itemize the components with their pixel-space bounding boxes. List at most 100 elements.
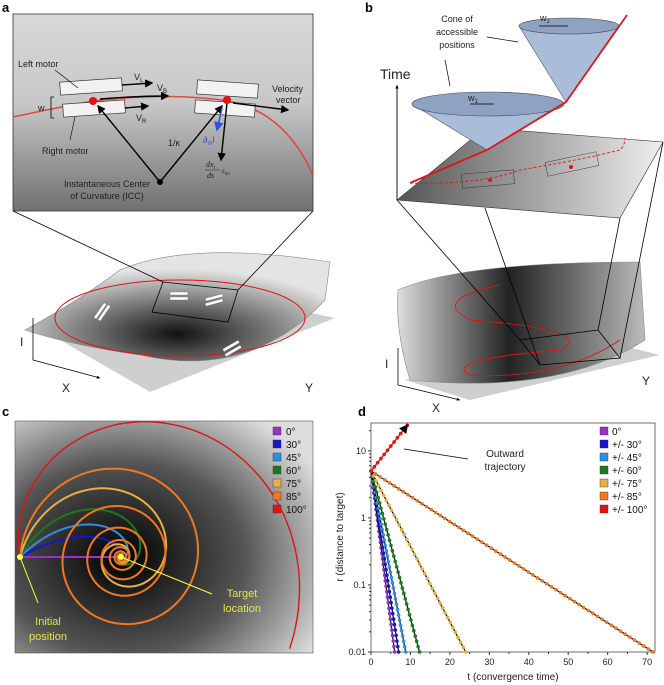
axis-y-label: Y	[305, 381, 313, 395]
data-point	[517, 564, 521, 568]
data-point	[591, 611, 595, 616]
gradient-arrow	[214, 107, 224, 132]
data-point	[443, 516, 447, 521]
data-point	[397, 523, 401, 527]
data-point	[641, 644, 646, 648]
data-point	[494, 549, 498, 553]
legend-label: 100°	[286, 505, 307, 516]
data-point	[382, 538, 387, 543]
width-label: w	[37, 103, 45, 113]
data-point	[400, 634, 405, 638]
initial-label-1: Initial	[35, 616, 61, 628]
data-point	[390, 633, 395, 638]
data-point	[380, 527, 385, 532]
data-point	[416, 644, 420, 649]
outward-arrow	[370, 424, 409, 472]
cone-2-top	[518, 17, 620, 35]
data-point	[394, 602, 399, 606]
data-point	[438, 513, 443, 518]
data-point	[385, 573, 389, 578]
v-r-label: VR	[136, 113, 147, 125]
data-point	[388, 570, 393, 574]
data-point	[461, 645, 465, 649]
data-point	[484, 543, 489, 547]
axis-x-label: X	[62, 381, 70, 395]
data-point	[388, 595, 393, 599]
data-point	[507, 558, 512, 562]
right-motor-pointer	[69, 116, 76, 141]
energy-surface-b	[397, 261, 646, 384]
data-point	[374, 478, 378, 483]
panel-c-label: c	[2, 404, 9, 419]
data-point	[618, 629, 623, 634]
data-point	[384, 589, 389, 594]
data-point	[373, 485, 378, 489]
data-point	[389, 575, 394, 580]
panel-c: c Initial position Target location 0° 30°…	[2, 404, 314, 654]
data-point	[380, 540, 384, 545]
data-point	[393, 596, 398, 601]
data-point	[392, 591, 397, 596]
data-point	[405, 537, 409, 542]
y-tick-label: 10	[356, 446, 366, 456]
derivative-label: dxl ds εlm	[205, 160, 230, 180]
data-point	[535, 576, 540, 580]
data-point	[415, 498, 420, 503]
data-point	[458, 640, 463, 645]
data-point	[417, 650, 422, 654]
x-tick-label: 40	[524, 657, 534, 667]
data-point	[387, 611, 392, 616]
data-point	[457, 525, 461, 530]
cone-label-1: Cone of	[441, 14, 473, 24]
annotation-line-1: Outward	[486, 449, 524, 460]
data-point	[447, 519, 452, 524]
panel-a-label: a	[2, 0, 10, 15]
data-point	[376, 483, 381, 488]
data-point	[394, 633, 398, 638]
x-tick-label: 70	[642, 657, 652, 667]
data-point	[377, 501, 382, 505]
data-point	[376, 506, 380, 511]
right-robot	[194, 79, 259, 118]
data-point	[381, 551, 386, 556]
data-point	[549, 584, 554, 589]
legend-swatch	[272, 439, 282, 449]
data-point	[452, 522, 457, 527]
data-point	[422, 571, 427, 576]
data-point	[390, 549, 395, 553]
data-point	[390, 606, 394, 610]
data-point	[399, 580, 403, 585]
data-point	[383, 562, 388, 567]
x-tick-label: 10	[405, 657, 415, 667]
data-point	[386, 533, 390, 537]
data-point	[498, 552, 503, 556]
panel-a: a I X Y	[2, 0, 335, 395]
data-point	[392, 513, 396, 517]
data-point	[433, 591, 437, 596]
legend-swatch	[272, 478, 282, 488]
legend-label: 75°	[286, 479, 301, 490]
data-point	[425, 576, 430, 581]
y-tick-label: 0.1	[353, 580, 366, 590]
legend-label: 30°	[286, 440, 301, 451]
data-point	[512, 561, 517, 565]
data-point	[389, 628, 394, 632]
svg-text:εlm: εlm	[222, 167, 230, 177]
data-point	[383, 478, 387, 482]
data-point	[374, 490, 379, 495]
data-point	[391, 586, 396, 590]
legend-label: 60°	[286, 466, 301, 477]
data-point	[404, 602, 409, 606]
y-tick-label: 0.01	[348, 647, 366, 657]
data-point	[402, 591, 406, 596]
data-point	[387, 503, 391, 508]
legend-swatch	[599, 452, 609, 462]
panel-d: d 0 10 20 30 40 50 60 70 0.01 0.1 1 10 Outward traj…	[335, 404, 656, 683]
data-point	[381, 533, 386, 537]
target-label-1: Target	[227, 588, 258, 600]
data-point	[379, 522, 384, 527]
projection-lines	[396, 141, 664, 366]
data-point	[384, 584, 388, 588]
legend-label: +/- 85°	[612, 492, 642, 503]
